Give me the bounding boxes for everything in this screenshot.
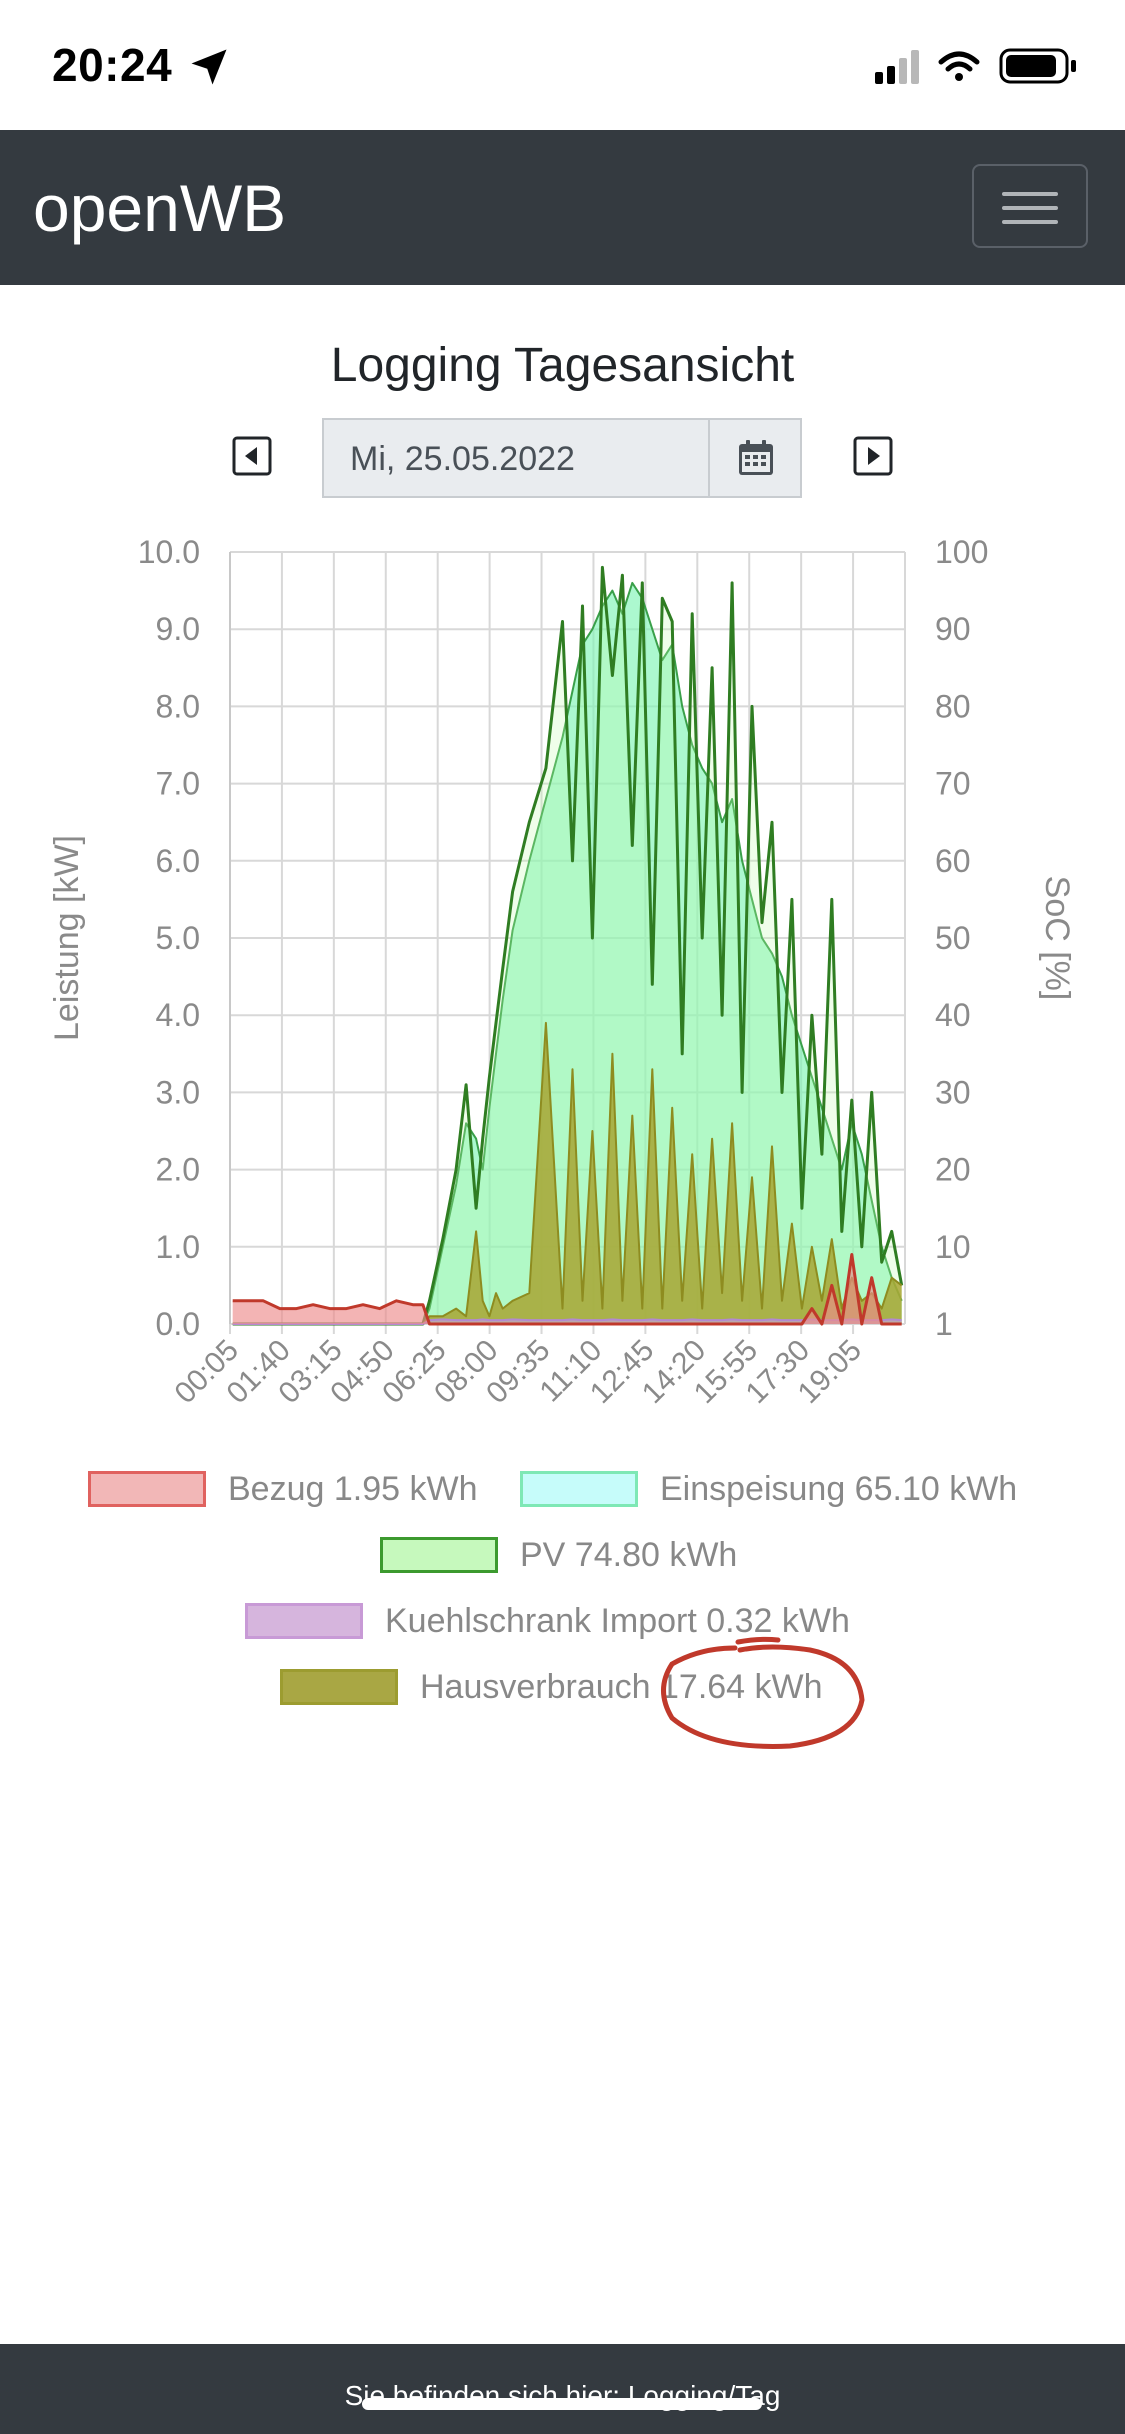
legend-swatch xyxy=(380,1537,498,1573)
y-tick-label-right: 90 xyxy=(935,611,971,647)
menu-toggle-button[interactable] xyxy=(972,164,1088,248)
hamburger-menu-icon xyxy=(1002,192,1058,196)
cellular-signal-icon xyxy=(875,50,919,84)
status-bar: 20:24 xyxy=(0,0,1125,130)
footer: Sie befinden sich hier: Logging/Tag xyxy=(0,2344,1125,2434)
y-tick-label-right: 20 xyxy=(935,1152,971,1188)
home-indicator[interactable] xyxy=(362,2398,762,2410)
legend-item-bezug[interactable]: Bezug 1.95 kWh xyxy=(88,1464,508,1524)
legend-swatch xyxy=(280,1669,398,1705)
calendar-icon xyxy=(739,440,773,475)
legend-item-kuehlschrank[interactable]: Kuehlschrank Import 0.32 kWh xyxy=(245,1596,885,1656)
legend-label: Einspeisung 65.10 kWh xyxy=(660,1470,1018,1508)
legend-item-pv[interactable]: PV 74.80 kWh xyxy=(380,1530,780,1590)
legend-swatch xyxy=(520,1471,638,1507)
legend-label: Bezug 1.95 kWh xyxy=(228,1470,478,1508)
y-tick-label-left: 8.0 xyxy=(156,688,200,724)
legend-swatch xyxy=(245,1603,363,1639)
caret-right-icon xyxy=(868,447,880,465)
hamburger-line xyxy=(1002,206,1058,210)
legend-swatch xyxy=(88,1471,206,1507)
y-tick-label-left: 1.0 xyxy=(156,1229,200,1265)
status-time: 20:24 xyxy=(52,39,173,91)
battery-icon xyxy=(999,48,1076,84)
location-arrow-icon xyxy=(191,49,227,85)
y-tick-label-left: 6.0 xyxy=(156,843,200,879)
y-tick-label-right: 40 xyxy=(935,997,971,1033)
page-title: Logging Tagesansicht xyxy=(330,339,795,392)
y-tick-label-left: 0.0 xyxy=(156,1306,200,1342)
y-axis-label-right: SoC [%] xyxy=(1038,876,1076,1001)
date-input[interactable]: Mi, 25.05.2022 xyxy=(350,440,575,478)
y-tick-label-right: 100 xyxy=(935,534,988,570)
legend-label: Kuehlschrank Import 0.32 kWh xyxy=(385,1602,850,1640)
y-axis-label-left: Leistung [kW] xyxy=(48,835,86,1041)
series-area-bezug xyxy=(232,1254,902,1324)
y-tick-label-right: 1 xyxy=(935,1306,953,1342)
y-tick-label-right: 60 xyxy=(935,843,971,879)
series-line-bezug xyxy=(232,1253,902,1326)
y-tick-label-left: 10.0 xyxy=(138,534,200,570)
prev-day-button[interactable] xyxy=(232,436,272,476)
date-picker[interactable]: Mi, 25.05.2022 xyxy=(322,418,802,498)
y-tick-label-right: 50 xyxy=(935,920,971,956)
next-day-button[interactable] xyxy=(853,436,893,476)
navbar: openWB xyxy=(0,130,1125,285)
caret-left-icon xyxy=(245,447,257,465)
y-tick-label-left: 7.0 xyxy=(156,766,200,802)
legend-label: Hausverbrauch 17.64 kWh xyxy=(420,1668,823,1706)
series-area-hausverbrauch xyxy=(232,1022,902,1324)
legend-item-hausverbrauch[interactable]: Hausverbrauch 17.64 kWh xyxy=(280,1662,880,1722)
y-tick-label-right: 30 xyxy=(935,1074,971,1110)
y-tick-label-right: 70 xyxy=(935,766,971,802)
status-icons xyxy=(875,48,1076,84)
y-tick-label-left: 4.0 xyxy=(156,997,200,1033)
y-tick-label-right: 10 xyxy=(935,1229,971,1265)
y-tick-label-left: 9.0 xyxy=(156,611,200,647)
brand-logo[interactable]: openWB xyxy=(33,171,287,245)
y-tick-label-left: 3.0 xyxy=(156,1074,200,1110)
calendar-button[interactable] xyxy=(708,420,800,496)
y-tick-label-right: 80 xyxy=(935,688,971,724)
y-tick-label-left: 2.0 xyxy=(156,1152,200,1188)
legend-item-einspeisung[interactable]: Einspeisung 65.10 kWh xyxy=(520,1464,1040,1524)
wifi-icon xyxy=(938,51,980,81)
hamburger-line xyxy=(1002,220,1058,224)
y-tick-label-left: 5.0 xyxy=(156,920,200,956)
series-area-einspeisung xyxy=(232,582,902,1324)
legend-label: PV 74.80 kWh xyxy=(520,1536,738,1574)
